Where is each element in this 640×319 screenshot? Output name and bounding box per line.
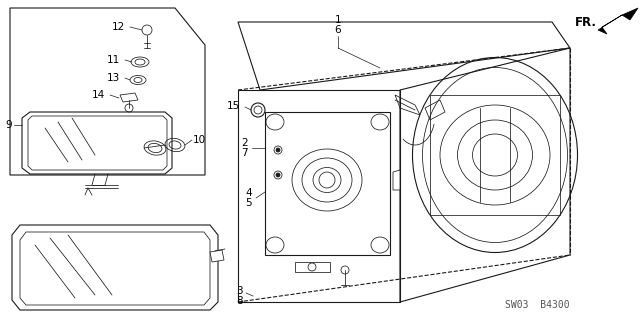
Text: FR.: FR.	[575, 16, 597, 28]
Circle shape	[276, 173, 280, 177]
Text: 15: 15	[227, 101, 240, 111]
Polygon shape	[393, 170, 400, 190]
Text: 11: 11	[107, 55, 120, 65]
Circle shape	[276, 148, 280, 152]
Text: 7: 7	[241, 148, 248, 158]
Text: 14: 14	[92, 90, 105, 100]
Text: 9: 9	[5, 120, 12, 130]
Text: 13: 13	[107, 73, 120, 83]
Text: SW03  B4300: SW03 B4300	[505, 300, 570, 310]
Text: 5: 5	[245, 198, 252, 208]
Text: 1: 1	[335, 15, 341, 25]
Polygon shape	[598, 8, 638, 34]
Text: 3: 3	[236, 286, 243, 296]
Text: 4: 4	[245, 188, 252, 198]
Text: 2: 2	[241, 138, 248, 148]
Polygon shape	[210, 250, 224, 262]
Text: 10: 10	[193, 135, 206, 145]
Text: 6: 6	[335, 25, 341, 35]
Text: 12: 12	[112, 22, 125, 32]
Text: 8: 8	[236, 296, 243, 306]
